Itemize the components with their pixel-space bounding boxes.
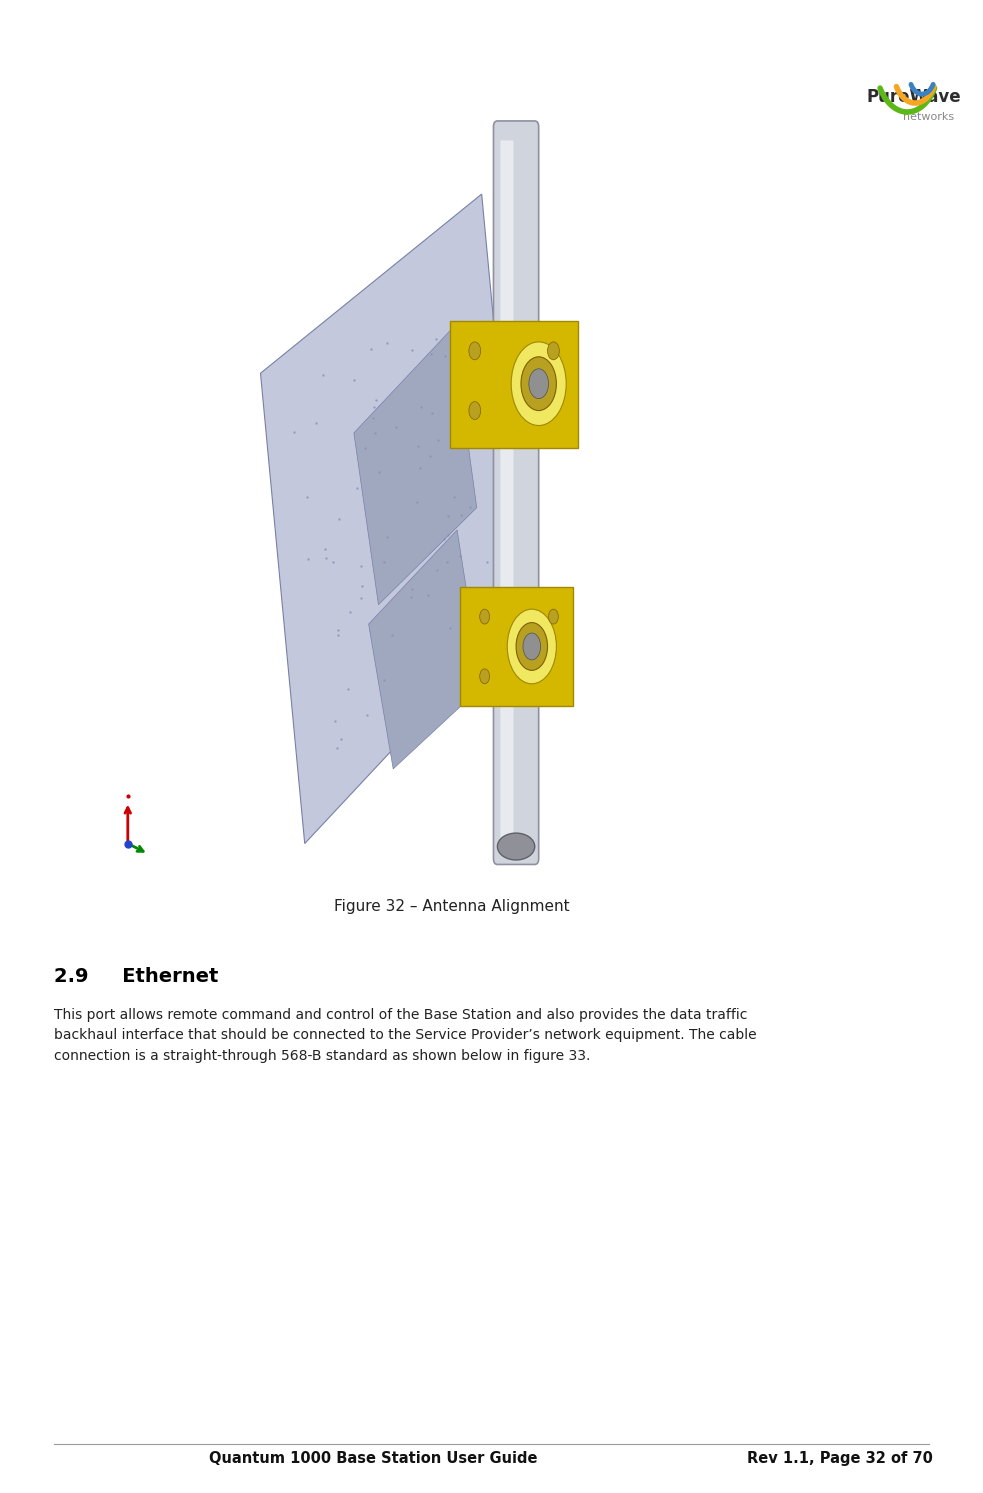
Circle shape [480, 609, 490, 624]
Polygon shape [260, 194, 521, 844]
Circle shape [548, 342, 559, 360]
Circle shape [529, 369, 549, 399]
Circle shape [516, 623, 548, 670]
Circle shape [521, 357, 556, 411]
Circle shape [511, 342, 566, 426]
Ellipse shape [497, 833, 535, 860]
Circle shape [507, 609, 556, 684]
Text: 2.9     Ethernet: 2.9 Ethernet [54, 967, 218, 987]
Circle shape [523, 633, 541, 660]
Polygon shape [450, 321, 578, 448]
Circle shape [469, 342, 481, 360]
Polygon shape [354, 328, 477, 605]
Circle shape [469, 402, 481, 420]
Circle shape [480, 669, 490, 684]
Text: networks: networks [903, 112, 954, 122]
Text: Rev 1.1, Page 32 of 70: Rev 1.1, Page 32 of 70 [747, 1451, 933, 1466]
Text: Quantum 1000 Base Station User Guide: Quantum 1000 Base Station User Guide [209, 1451, 538, 1466]
Text: This port allows remote command and control of the Base Station and also provide: This port allows remote command and cont… [54, 1008, 757, 1063]
FancyBboxPatch shape [500, 140, 513, 845]
Polygon shape [460, 587, 573, 706]
Circle shape [549, 609, 558, 624]
FancyBboxPatch shape [493, 121, 539, 864]
Text: PureWave: PureWave [867, 88, 961, 106]
Polygon shape [369, 530, 482, 769]
Text: Figure 32 – Antenna Alignment: Figure 32 – Antenna Alignment [334, 899, 570, 914]
